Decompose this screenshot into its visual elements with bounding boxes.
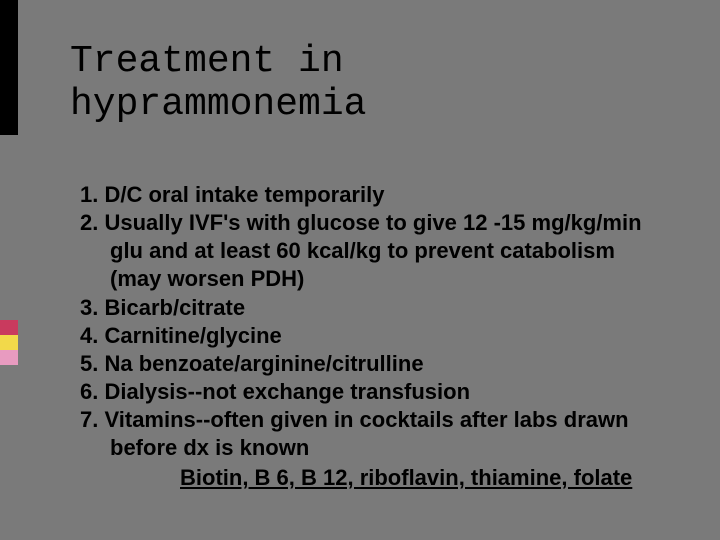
treatment-list: D/C oral intake temporarily Usually IVF'… — [70, 181, 660, 463]
slide-container: Treatment in hyprammonemia D/C oral inta… — [0, 0, 720, 540]
accent-bar-yellow — [0, 335, 18, 350]
list-item: Dialysis--not exchange transfusion — [80, 378, 660, 406]
vitamins-detail: Biotin, B 6, B 12, riboflavin, thiamine,… — [70, 465, 660, 491]
accent-bars — [0, 0, 18, 540]
list-item: D/C oral intake temporarily — [80, 181, 660, 209]
accent-gap — [0, 135, 18, 320]
list-item: Vitamins--often given in cocktails after… — [80, 406, 660, 462]
list-item: Na benzoate/arginine/citrulline — [80, 350, 660, 378]
accent-bar-black — [0, 0, 18, 135]
list-item: Bicarb/citrate — [80, 294, 660, 322]
list-item: Usually IVF's with glucose to give 12 -1… — [80, 209, 660, 293]
accent-bar-pink — [0, 350, 18, 365]
accent-bar-red — [0, 320, 18, 335]
list-item: Carnitine/glycine — [80, 322, 660, 350]
slide-title: Treatment in hyprammonemia — [70, 40, 660, 126]
